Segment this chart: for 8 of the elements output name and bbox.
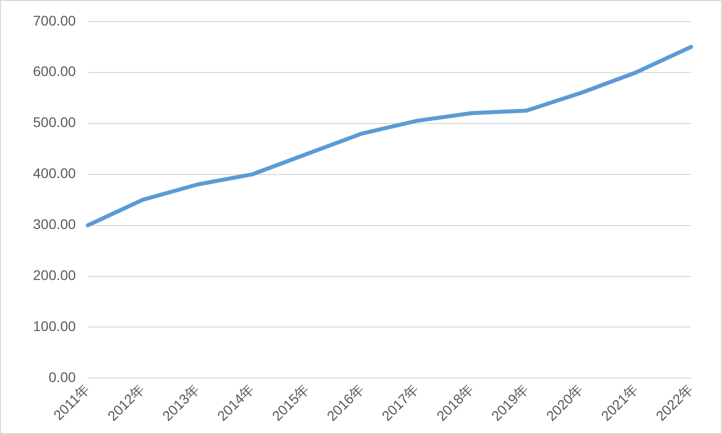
y-tick-label: 0.00 [48, 369, 76, 386]
y-tick-label: 100.00 [32, 318, 76, 334]
y-tick-label: 700.00 [32, 12, 76, 28]
y-tick-label: 400.00 [32, 165, 76, 182]
y-tick-label: 300.00 [32, 216, 76, 232]
y-tick-label: 600.00 [32, 63, 76, 80]
y-tick-label: 200.00 [32, 267, 76, 284]
y-tick-label: 500.00 [32, 114, 76, 130]
